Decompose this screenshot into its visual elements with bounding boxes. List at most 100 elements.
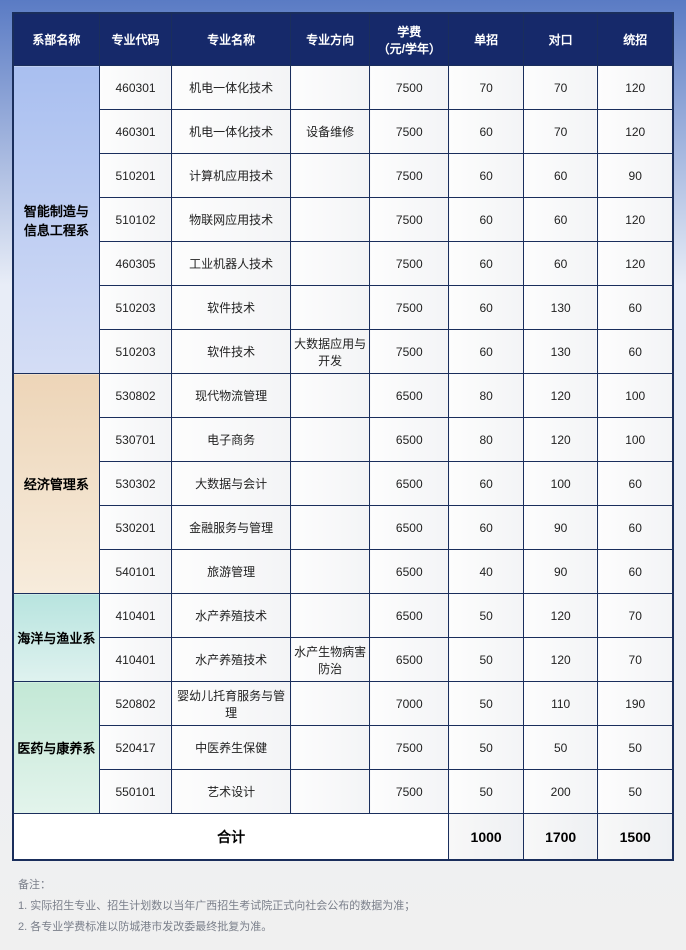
total-label: 合计 (14, 814, 449, 860)
cell-a: 50 (449, 594, 524, 638)
col-code: 专业代码 (99, 14, 172, 66)
cell-code: 510201 (99, 154, 172, 198)
total-a: 1000 (449, 814, 524, 860)
col-fee: 学费 （元/学年） (370, 14, 449, 66)
cell-code: 510203 (99, 286, 172, 330)
cell-c: 60 (598, 506, 673, 550)
cell-b: 60 (523, 198, 598, 242)
cell-name: 软件技术 (172, 286, 291, 330)
cell-code: 410401 (99, 594, 172, 638)
cell-a: 60 (449, 330, 524, 374)
col-c: 统招 (598, 14, 673, 66)
table-row: 海洋与渔业系410401水产养殖技术65005012070 (14, 594, 673, 638)
cell-a: 50 (449, 638, 524, 682)
cell-b: 90 (523, 550, 598, 594)
cell-a: 60 (449, 110, 524, 154)
cell-fee: 7500 (370, 242, 449, 286)
cell-b: 120 (523, 374, 598, 418)
table-row: 510203软件技术75006013060 (14, 286, 673, 330)
cell-b: 200 (523, 770, 598, 814)
cell-code: 530302 (99, 462, 172, 506)
dept-cell: 医药与康养系 (14, 682, 100, 814)
col-dir: 专业方向 (291, 14, 370, 66)
cell-dir (291, 506, 370, 550)
table-header: 系部名称 专业代码 专业名称 专业方向 学费 （元/学年） 单招 对口 统招 (14, 14, 673, 66)
cell-dir (291, 286, 370, 330)
cell-fee: 6500 (370, 418, 449, 462)
table-row: 530201金融服务与管理6500609060 (14, 506, 673, 550)
cell-c: 120 (598, 242, 673, 286)
cell-code: 530201 (99, 506, 172, 550)
cell-c: 60 (598, 550, 673, 594)
cell-code: 550101 (99, 770, 172, 814)
cell-c: 70 (598, 594, 673, 638)
cell-fee: 7000 (370, 682, 449, 726)
table-row: 经济管理系530802现代物流管理650080120100 (14, 374, 673, 418)
cell-code: 460301 (99, 110, 172, 154)
cell-dir (291, 462, 370, 506)
note-1: 1. 实际招生专业、招生计划数以当年广西招生考试院正式向社会公布的数据为准； (18, 896, 668, 917)
cell-code: 520802 (99, 682, 172, 726)
col-dept: 系部名称 (14, 14, 100, 66)
cell-fee: 7500 (370, 198, 449, 242)
cell-fee: 6500 (370, 638, 449, 682)
cell-code: 460305 (99, 242, 172, 286)
cell-b: 70 (523, 66, 598, 110)
cell-fee: 7500 (370, 330, 449, 374)
cell-name: 艺术设计 (172, 770, 291, 814)
cell-a: 80 (449, 374, 524, 418)
cell-fee: 7500 (370, 726, 449, 770)
cell-c: 90 (598, 154, 673, 198)
cell-dir (291, 726, 370, 770)
cell-b: 120 (523, 638, 598, 682)
cell-dir (291, 198, 370, 242)
table-row: 医药与康养系520802婴幼儿托育服务与管理700050110190 (14, 682, 673, 726)
cell-code: 510203 (99, 330, 172, 374)
cell-code: 520417 (99, 726, 172, 770)
cell-dir (291, 242, 370, 286)
col-a: 单招 (449, 14, 524, 66)
total-c: 1500 (598, 814, 673, 860)
cell-c: 50 (598, 726, 673, 770)
cell-dir (291, 418, 370, 462)
cell-c: 100 (598, 374, 673, 418)
cell-dir (291, 66, 370, 110)
cell-name: 机电一体化技术 (172, 66, 291, 110)
cell-dir: 水产生物病害防治 (291, 638, 370, 682)
cell-b: 100 (523, 462, 598, 506)
cell-b: 120 (523, 594, 598, 638)
cell-fee: 7500 (370, 154, 449, 198)
cell-name: 物联网应用技术 (172, 198, 291, 242)
cell-dir (291, 594, 370, 638)
note-2: 2. 各专业学费标准以防城港市发改委最终批复为准。 (18, 917, 668, 938)
cell-fee: 7500 (370, 770, 449, 814)
cell-b: 60 (523, 242, 598, 286)
cell-a: 70 (449, 66, 524, 110)
cell-b: 60 (523, 154, 598, 198)
cell-b: 50 (523, 726, 598, 770)
cell-a: 60 (449, 462, 524, 506)
cell-dir: 大数据应用与开发 (291, 330, 370, 374)
dept-cell: 海洋与渔业系 (14, 594, 100, 682)
table-row: 510203软件技术大数据应用与开发75006013060 (14, 330, 673, 374)
cell-c: 100 (598, 418, 673, 462)
cell-code: 410401 (99, 638, 172, 682)
cell-dir (291, 154, 370, 198)
cell-fee: 6500 (370, 594, 449, 638)
cell-a: 50 (449, 726, 524, 770)
table-row: 550101艺术设计75005020050 (14, 770, 673, 814)
cell-name: 水产养殖技术 (172, 638, 291, 682)
cell-c: 120 (598, 66, 673, 110)
cell-code: 530701 (99, 418, 172, 462)
cell-dir (291, 550, 370, 594)
cell-c: 60 (598, 330, 673, 374)
cell-c: 120 (598, 198, 673, 242)
cell-a: 80 (449, 418, 524, 462)
cell-name: 现代物流管理 (172, 374, 291, 418)
cell-a: 60 (449, 242, 524, 286)
cell-name: 计算机应用技术 (172, 154, 291, 198)
cell-fee: 6500 (370, 506, 449, 550)
cell-name: 婴幼儿托育服务与管理 (172, 682, 291, 726)
table-footer: 合计 1000 1700 1500 (14, 814, 673, 860)
cell-code: 510102 (99, 198, 172, 242)
